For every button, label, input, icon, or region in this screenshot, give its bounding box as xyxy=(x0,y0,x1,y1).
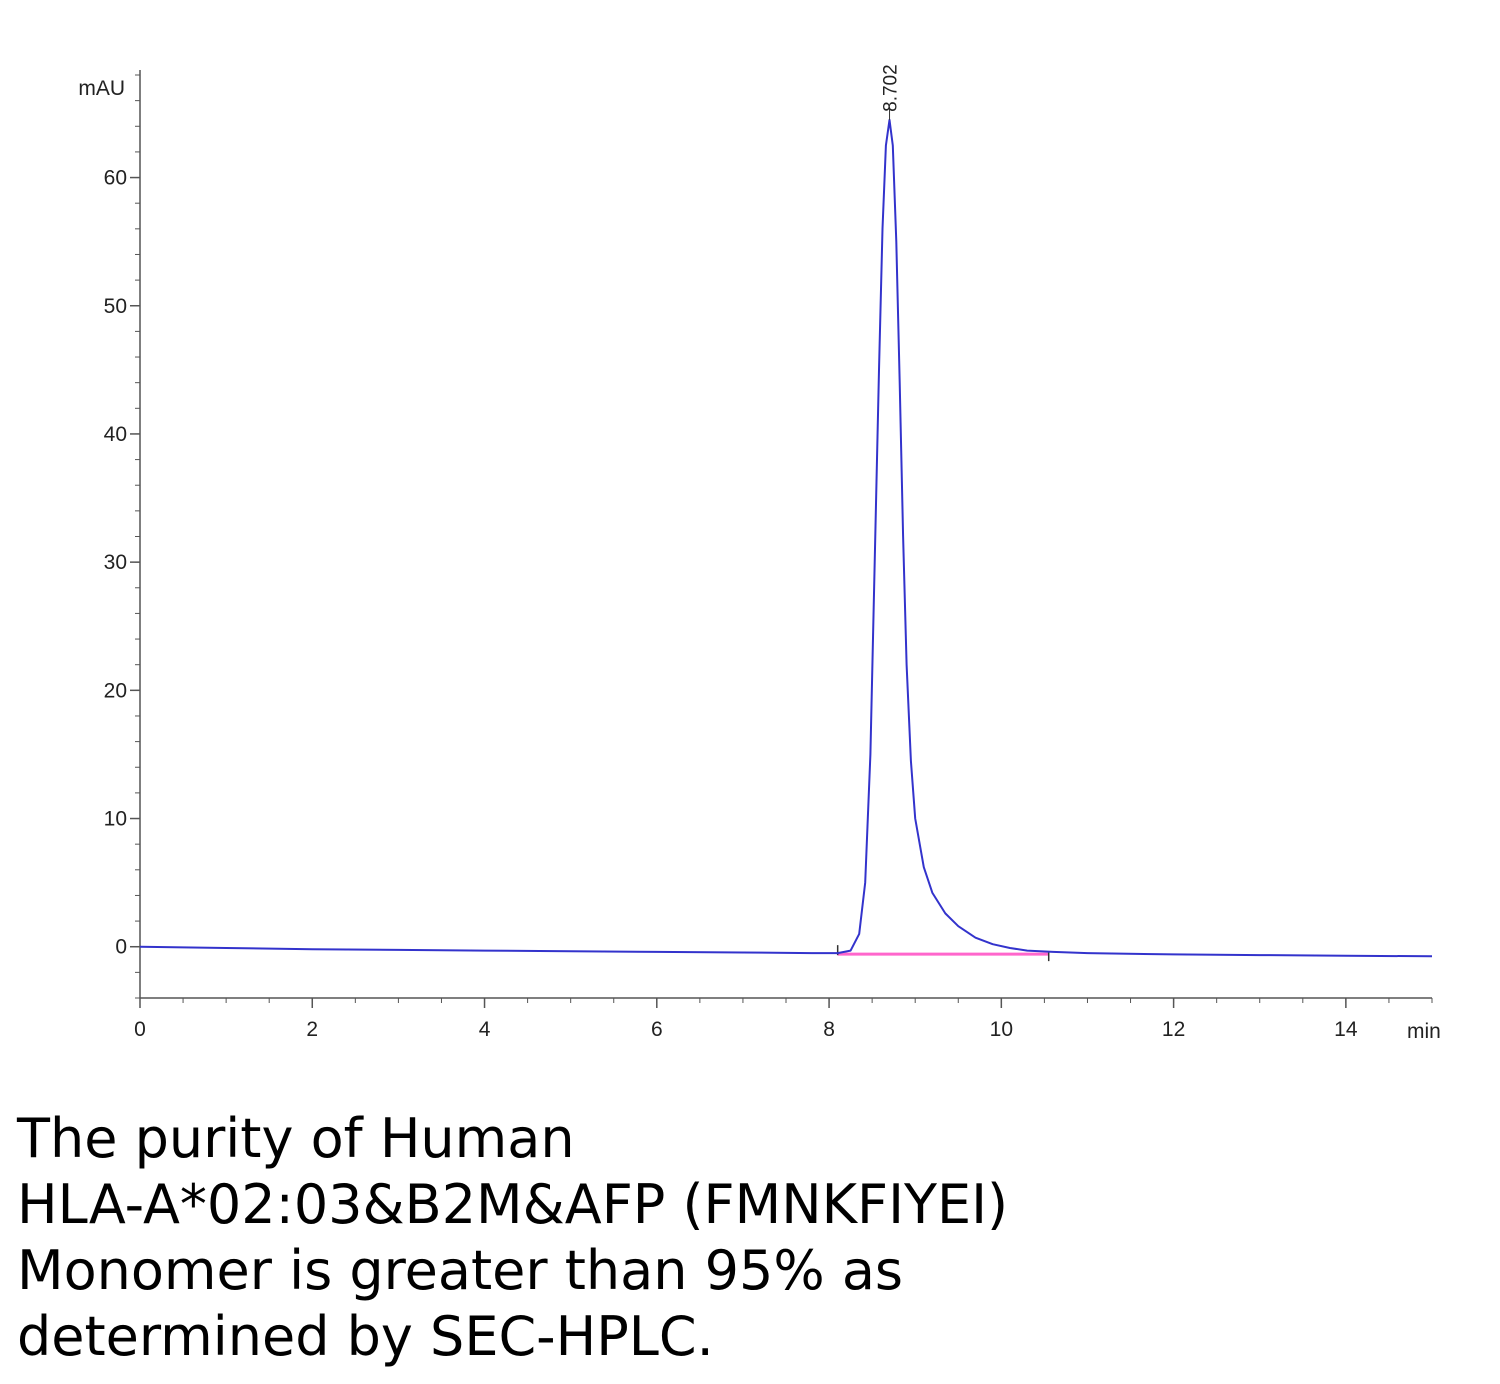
x-tick-label: 4 xyxy=(479,1018,491,1041)
caption-line-1: The purity of Human xyxy=(17,1107,575,1170)
x-axis-unit-label: min xyxy=(1407,1020,1441,1043)
y-tick-label: 20 xyxy=(104,679,127,702)
series-line-1 xyxy=(139,118,1433,958)
x-tick-label: 10 xyxy=(990,1018,1013,1041)
x-tick-label: 8 xyxy=(823,1018,835,1041)
y-tick-label: 30 xyxy=(104,551,127,574)
caption-line-4: determined by SEC-HPLC. xyxy=(17,1305,714,1368)
caption-line-3: Monomer is greater than 95% as xyxy=(17,1239,904,1302)
figure-caption: The purity of Human HLA-A*02:03&B2M&AFP … xyxy=(17,1106,1477,1370)
chromatogram-chart: 0 10 20 30 40 50 60 0 2 4 6 8 10 12 14 8.702 mAU min xyxy=(78,64,1441,1043)
x-axis: 0 2 4 6 8 10 12 14 xyxy=(134,997,1433,1041)
y-axis: 0 10 20 30 40 50 60 xyxy=(104,70,141,999)
x-tick-label: 0 xyxy=(134,1018,146,1041)
y-tick-label: 50 xyxy=(104,295,127,318)
chart-svg: 0 10 20 30 40 50 60 0 2 4 6 8 10 12 14 8.702 mAU min xyxy=(78,64,1441,1043)
y-tick-label: 10 xyxy=(104,808,127,831)
x-tick-label: 14 xyxy=(1334,1018,1358,1041)
y-axis-unit-label: mAU xyxy=(78,77,125,100)
peak-retention-label: 8.702 xyxy=(881,64,902,112)
plot-area: 8.702 xyxy=(139,64,1433,962)
y-tick-label: 0 xyxy=(115,936,127,959)
caption-line-2: HLA-A*02:03&B2M&AFP (FMNKFIYEI) xyxy=(17,1173,1009,1236)
y-tick-label: 60 xyxy=(104,167,127,190)
x-tick-label: 6 xyxy=(651,1018,663,1041)
x-tick-label: 12 xyxy=(1162,1018,1185,1041)
y-tick-label: 40 xyxy=(104,423,127,446)
x-tick-label: 2 xyxy=(306,1018,318,1041)
